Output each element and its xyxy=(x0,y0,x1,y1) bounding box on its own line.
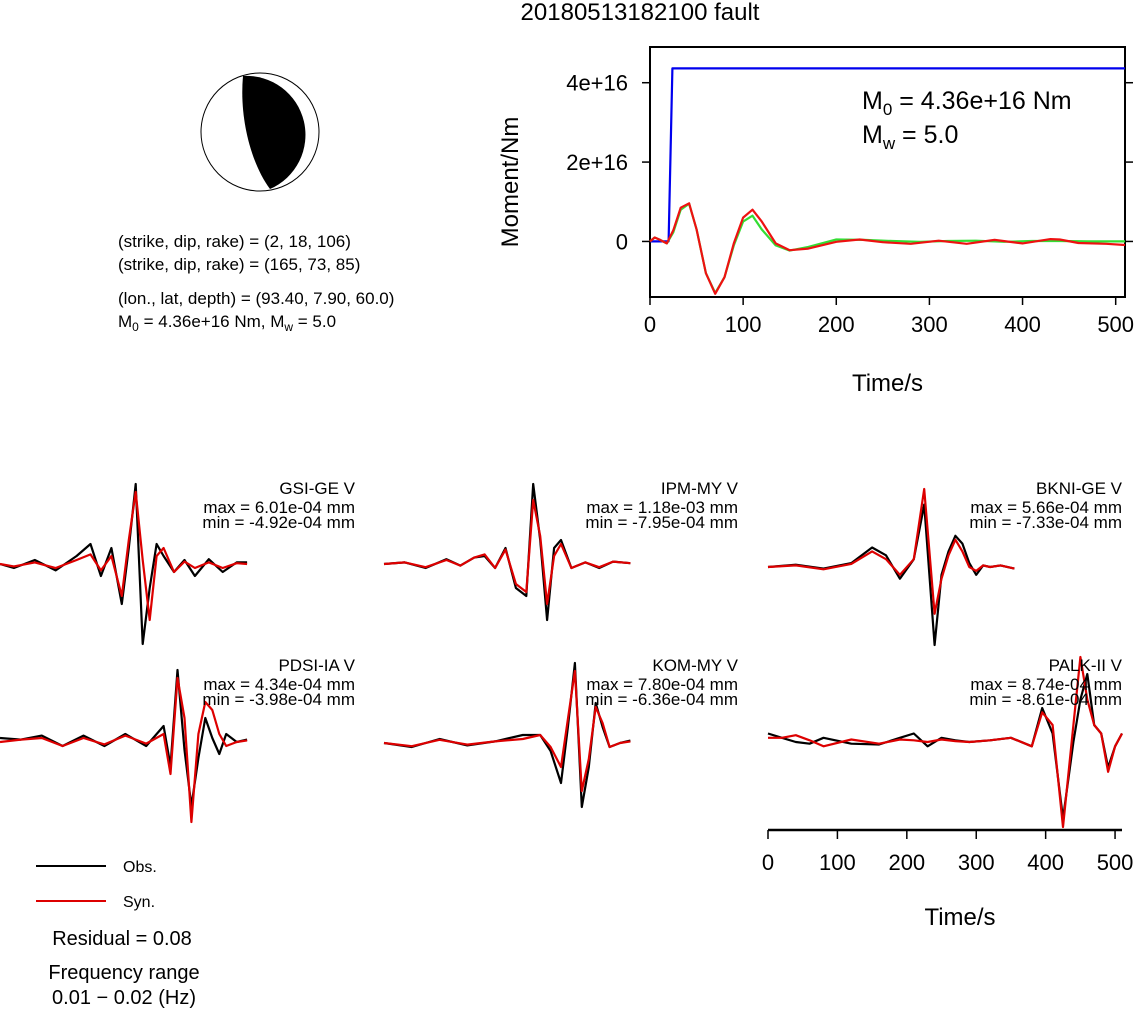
waveform-x-tick-label: 0 xyxy=(762,850,774,875)
waveform-max-label: max = 1.18e-03 mm xyxy=(586,498,738,517)
moment-y-axis-label: Moment/Nm xyxy=(497,117,524,248)
moment-x-axis-label: Time/s xyxy=(852,370,923,397)
moment-series-line-0 xyxy=(650,67,1125,243)
waveform-syn-line xyxy=(0,676,248,824)
moment-x-tick-label: 200 xyxy=(818,312,855,337)
moment-magnitude-line: M0 = 4.36e+16 Nm, Mw = 5.0 xyxy=(118,312,336,334)
waveform-station-label: BKNI-GE V xyxy=(1036,479,1123,498)
waveform-max-label: max = 5.66e-04 mm xyxy=(970,498,1122,517)
waveform-min-label: min = -6.36e-04 mm xyxy=(585,690,738,709)
moment-y-tick-label: 0 xyxy=(616,229,628,254)
waveform-syn-line xyxy=(383,669,631,793)
waveform-min-label: min = -8.61e-04 mm xyxy=(969,690,1122,709)
location-depth: (lon., lat, depth) = (93.40, 7.90, 60.0) xyxy=(118,289,394,308)
frequency-range-title: Frequency range xyxy=(48,962,199,984)
moment-chart: 0 100 200 300 400 500 0 2e+16 4e+16 Moment/Nm Ti… xyxy=(497,46,1134,397)
waveform-min-label: min = -3.98e-04 mm xyxy=(202,690,355,709)
legend: Obs. Syn. xyxy=(36,859,157,911)
waveform-x-tick-label: 100 xyxy=(819,850,856,875)
legend-obs-label: Obs. xyxy=(123,859,157,876)
waveform-time-axis: Time/s 0 100 200 300 400 500 xyxy=(762,828,1134,931)
moment-series-line-1 xyxy=(649,202,1125,295)
waveform-syn-line xyxy=(768,655,1123,829)
waveform-x-tick-label: 200 xyxy=(888,850,925,875)
waveform-max-label: max = 4.34e-04 mm xyxy=(203,675,355,694)
compressional-quadrant xyxy=(242,75,306,189)
moment-x-tick-label: 0 xyxy=(644,312,656,337)
waveform-syn-line xyxy=(767,487,1015,615)
legend-syn-label: Syn. xyxy=(123,894,155,911)
residual-text: Residual = 0.08 xyxy=(52,928,192,950)
moment-x-tick-label: 100 xyxy=(725,312,762,337)
waveform-x-tick-label: 300 xyxy=(958,850,995,875)
waveform-station-label: IPM-MY V xyxy=(661,479,739,498)
moment-x-tick-label: 400 xyxy=(1004,312,1041,337)
waveform-x-tick-label: 500 xyxy=(1097,850,1134,875)
waveform-min-label: min = -7.33e-04 mm xyxy=(969,513,1122,532)
moment-x-tick-label: 500 xyxy=(1097,312,1134,337)
waveform-x-tick-label: 400 xyxy=(1027,850,1064,875)
waveform-station-label: KOM-MY V xyxy=(652,656,738,675)
figure-title: 20180513182100 fault xyxy=(521,0,760,26)
strike-dip-rake-2: (strike, dip, rake) = (165, 73, 85) xyxy=(118,255,360,274)
focal-mechanism-beachball xyxy=(200,72,320,192)
waveform-station-label: PDSI-IA V xyxy=(278,656,355,675)
moment-y-tick-label: 4e+16 xyxy=(566,71,628,96)
waveform-x-axis-label: Time/s xyxy=(924,904,995,931)
waveform-max-label: max = 7.80e-04 mm xyxy=(586,675,738,694)
moment-plot-frame xyxy=(649,46,1126,298)
moment-annotation-mw: Mw = 5.0 xyxy=(862,121,958,153)
waveform-station-label: GSI-GE V xyxy=(279,479,355,498)
moment-y-tick-label: 2e+16 xyxy=(566,150,628,175)
strike-dip-rake-1: (strike, dip, rake) = (2, 18, 106) xyxy=(118,232,351,251)
moment-x-tick-label: 300 xyxy=(911,312,948,337)
waveform-max-label: max = 6.01e-04 mm xyxy=(203,498,355,517)
waveform-station-label: PALK-II V xyxy=(1049,656,1123,675)
waveform-max-label: max = 8.74e-04 mm xyxy=(970,675,1122,694)
waveform-syn-line xyxy=(0,490,248,622)
moment-annotation-m0: M0 = 4.36e+16 Nm xyxy=(862,87,1072,119)
waveform-min-label: min = -7.95e-04 mm xyxy=(585,513,738,532)
moment-series-line-2 xyxy=(649,202,1126,295)
waveform-min-label: min = -4.92e-04 mm xyxy=(202,513,355,532)
waveform-syn-line xyxy=(383,498,631,606)
frequency-range-values: 0.01 − 0.02 (Hz) xyxy=(52,987,196,1009)
